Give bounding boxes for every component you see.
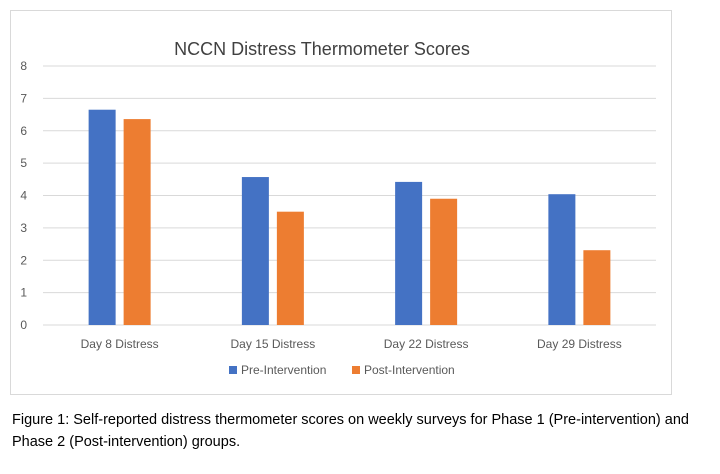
x-category-label: Day 22 Distress	[384, 337, 469, 351]
bar-post-1	[123, 119, 151, 325]
bar-post-3	[430, 198, 458, 325]
y-tick-label: 5	[20, 156, 27, 170]
legend-label: Post-Intervention	[364, 363, 455, 377]
chart-frame: NCCN Distress Thermometer Scores 0 1 2 3 4 5 6…	[10, 10, 672, 395]
y-tick-label: 7	[20, 91, 27, 105]
figure-caption: Figure 1: Self-reported distress thermom…	[12, 412, 689, 450]
bar-pre-1	[88, 109, 116, 325]
y-tick-label: 1	[20, 286, 27, 300]
chart-title: NCCN Distress Thermometer Scores	[174, 39, 470, 59]
bar-pre-3	[395, 181, 423, 325]
legend-swatch	[352, 366, 360, 374]
bar-post-2	[276, 211, 304, 325]
bar-pre-2	[241, 177, 269, 325]
y-axis-ticks: 0 1 2 3 4 5 6 7 8	[20, 59, 27, 332]
x-axis-categories: Day 8 Distress Day 15 Distress Day 22 Dist…	[81, 337, 622, 351]
y-tick-label: 0	[20, 318, 27, 332]
legend-label: Pre-Intervention	[241, 363, 326, 377]
bars	[88, 109, 611, 325]
x-category-label: Day 8 Distress	[81, 337, 159, 351]
y-tick-label: 6	[20, 124, 27, 138]
bar-pre-4	[548, 194, 576, 325]
x-category-label: Day 29 Distress	[537, 337, 622, 351]
y-tick-label: 2	[20, 253, 27, 267]
y-tick-label: 8	[20, 59, 27, 73]
bar-chart: NCCN Distress Thermometer Scores 0 1 2 3 4 5 6…	[20, 39, 656, 377]
y-tick-label: 4	[20, 189, 27, 203]
legend: Pre-Intervention Post-Intervention	[229, 363, 455, 377]
x-category-label: Day 15 Distress	[231, 337, 316, 351]
legend-swatch	[229, 366, 237, 374]
bar-post-4	[583, 250, 611, 325]
y-tick-label: 3	[20, 221, 27, 235]
